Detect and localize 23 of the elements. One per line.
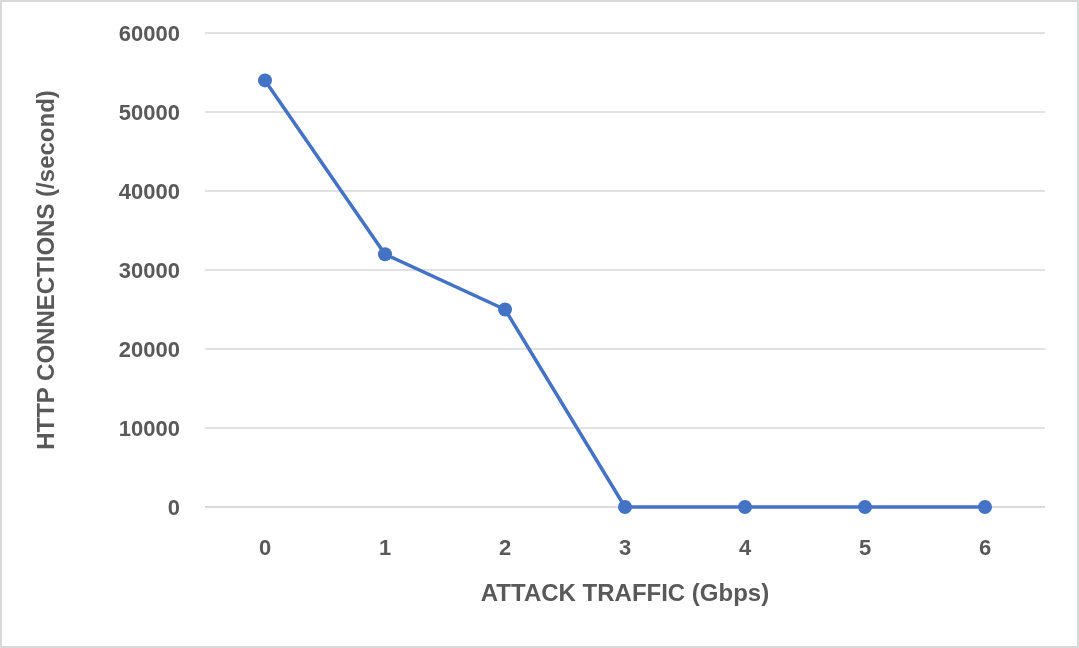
y-axis-title: HTTP CONNECTIONS (/second) [31,90,59,450]
y-tick-label: 50000 [118,99,180,125]
x-tick-label: 4 [738,534,752,560]
x-tick-label: 3 [618,534,632,560]
x-axis-title: ATTACK TRAFFIC (Gbps) [480,578,770,606]
point [978,500,992,514]
x-tick-label: 6 [978,534,992,560]
point [498,302,512,317]
point [618,500,632,514]
x-tick-label: 1 [378,534,392,560]
x-tick-label: 0 [258,534,272,560]
x-tick-label: 5 [858,534,872,560]
y-tick-label: 30000 [118,257,180,283]
y-tick-label: 20000 [118,336,180,362]
y-tick-label: 40000 [118,178,180,204]
x-tick-label: 2 [498,534,512,560]
point [378,247,392,262]
point [738,500,752,514]
y-tick-label: 0 [167,494,180,520]
y-tick-label: 60000 [118,20,180,46]
y-tick-label: 10000 [118,415,180,441]
point [858,500,872,514]
point [258,73,272,88]
